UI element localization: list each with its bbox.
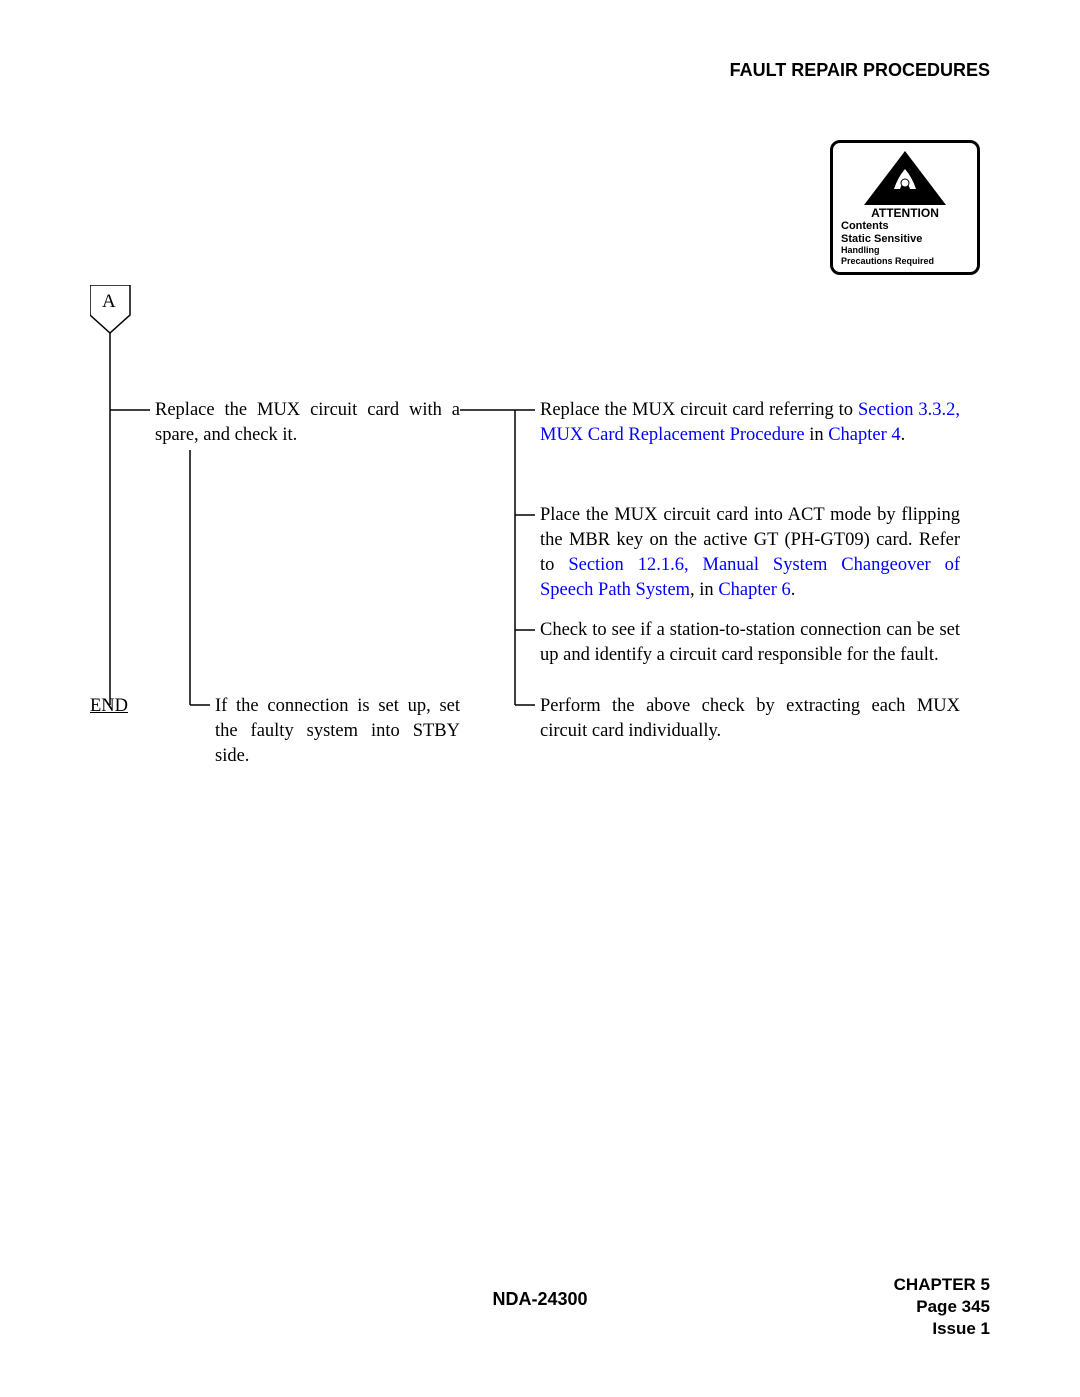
page-area: FAULT REPAIR PROCEDURES ATTENTION Conten… (90, 60, 990, 1340)
detail2-post: . (791, 580, 796, 600)
detail1-link2[interactable]: Chapter 4 (828, 425, 900, 445)
detail1-text: Replace the MUX circuit card referring t… (540, 398, 960, 448)
detail1-pre: Replace the MUX circuit card referring t… (540, 400, 858, 420)
esd-line3: Handling (841, 245, 969, 255)
esd-line4: Precautions Required (841, 256, 969, 266)
esd-triangle-icon (860, 149, 950, 209)
esd-line2: Static Sensitive (841, 233, 969, 246)
header-title: FAULT REPAIR PROCEDURES (730, 60, 990, 81)
footer-doc-id: NDA-24300 (492, 1289, 587, 1310)
detail2-link2[interactable]: Chapter 6 (718, 580, 790, 600)
detail4-text: Perform the above check by extracting ea… (540, 694, 960, 744)
detail1-post: . (901, 425, 906, 445)
detail3-text: Check to see if a station-to-station con… (540, 618, 960, 668)
end-label: END (90, 694, 128, 719)
esd-text-block: ATTENTION Contents Static Sensitive Hand… (841, 206, 969, 266)
esd-attention-label: ATTENTION (841, 206, 969, 220)
step2-text: If the connection is set up, set the fau… (215, 694, 460, 769)
footer-chapter: CHAPTER 5 (894, 1274, 990, 1296)
footer-chapter-block: CHAPTER 5 Page 345 Issue 1 (894, 1274, 990, 1340)
connector-a-label: A (102, 289, 116, 315)
detail1-mid: in (805, 425, 829, 445)
detail2-text: Place the MUX circuit card into ACT mode… (540, 503, 960, 603)
esd-line1: Contents (841, 220, 969, 233)
step1-text: Replace the MUX circuit card with a spar… (155, 398, 460, 448)
footer-issue: Issue 1 (894, 1318, 990, 1340)
footer-page: Page 345 (894, 1296, 990, 1318)
esd-warning-box: ATTENTION Contents Static Sensitive Hand… (830, 140, 980, 275)
detail2-mid: , in (690, 580, 718, 600)
